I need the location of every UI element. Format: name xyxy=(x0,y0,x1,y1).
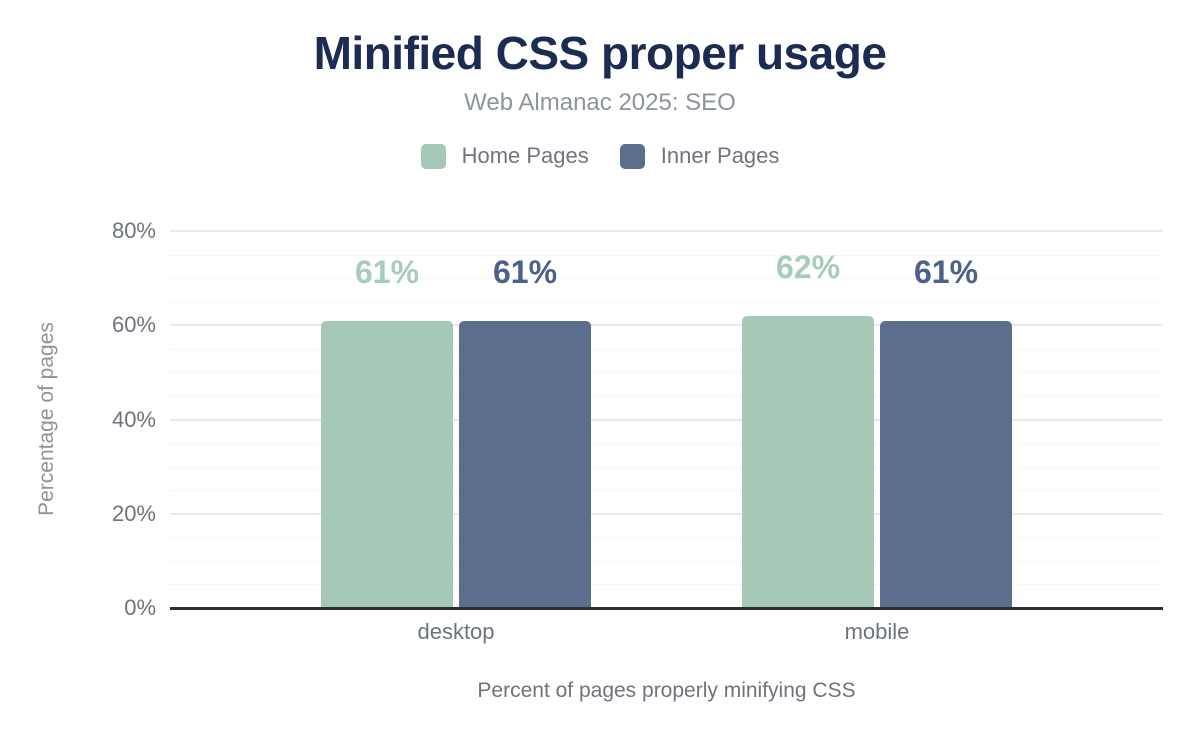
legend-item-home-pages[interactable]: Home Pages xyxy=(420,143,589,169)
y-tick-label: 40% xyxy=(111,406,156,432)
major-grid-line xyxy=(170,324,1163,327)
y-axis-title: Percentage of pages xyxy=(35,322,58,516)
minor-grid-line xyxy=(170,443,1163,445)
x-category-label-mobile: mobile xyxy=(844,619,910,644)
minor-grid-line xyxy=(170,254,1163,256)
legend: Home Pages Inner Pages xyxy=(0,143,1200,169)
x-axis-caption: Percent of pages properly minifying CSS xyxy=(477,679,856,702)
minor-grid-line xyxy=(170,490,1163,492)
x-axis-category-labels: desktop mobile xyxy=(170,619,1163,645)
legend-swatch-home-pages xyxy=(420,143,446,169)
major-grid-line xyxy=(170,418,1163,421)
major-grid-line xyxy=(170,230,1163,232)
chart-subtitle: Web Almanac 2025: SEO xyxy=(464,89,736,116)
y-tick-label: 60% xyxy=(111,312,156,338)
legend-swatch-inner-pages xyxy=(619,143,645,169)
bar-home-pages-mobile[interactable]: 62% xyxy=(742,249,874,608)
minor-grid-line xyxy=(170,466,1163,468)
bar-value-label: 61% xyxy=(354,253,420,290)
bar-inner-pages-desktop[interactable]: 61% xyxy=(459,254,591,608)
legend-item-inner-pages[interactable]: Inner Pages xyxy=(619,143,780,169)
bar-inner-pages-mobile[interactable]: 61% xyxy=(880,254,1012,608)
minor-grid-line xyxy=(170,584,1163,586)
legend-label: Inner Pages xyxy=(660,143,780,168)
major-grid-line xyxy=(170,512,1163,515)
chart-title: Minified CSS proper usage xyxy=(313,27,887,79)
x-axis-line xyxy=(170,607,1163,610)
x-category-label-desktop: desktop xyxy=(417,619,495,644)
minor-grid-line xyxy=(170,372,1163,374)
bar-group-desktop: 61% 61% xyxy=(321,231,591,608)
legend-label: Home Pages xyxy=(461,143,589,168)
y-tick-label: 20% xyxy=(111,500,156,526)
plot-area: 0% 20% 40% 60% 80% 61% 61% 62% 61% xyxy=(112,220,1163,619)
y-axis-ticks: 0% 20% 40% 60% 80% xyxy=(70,220,156,619)
minor-grid-line xyxy=(170,301,1163,303)
bar-value-label: 61% xyxy=(913,253,979,290)
bar-value-label: 62% xyxy=(775,248,841,285)
bars-row: 61% 61% 62% 61% xyxy=(170,231,1163,608)
minor-grid-line xyxy=(170,278,1163,280)
y-tick-label: 0% xyxy=(124,595,156,620)
bar-home-pages-desktop[interactable]: 61% xyxy=(321,254,453,608)
bar-group-mobile: 62% 61% xyxy=(742,231,1012,608)
minor-grid-line xyxy=(170,537,1163,539)
y-tick-label: 80% xyxy=(111,218,156,243)
minor-grid-line xyxy=(170,348,1163,350)
minor-grid-line xyxy=(170,395,1163,397)
minor-grid-line xyxy=(170,560,1163,562)
bar-value-label: 61% xyxy=(492,253,558,290)
